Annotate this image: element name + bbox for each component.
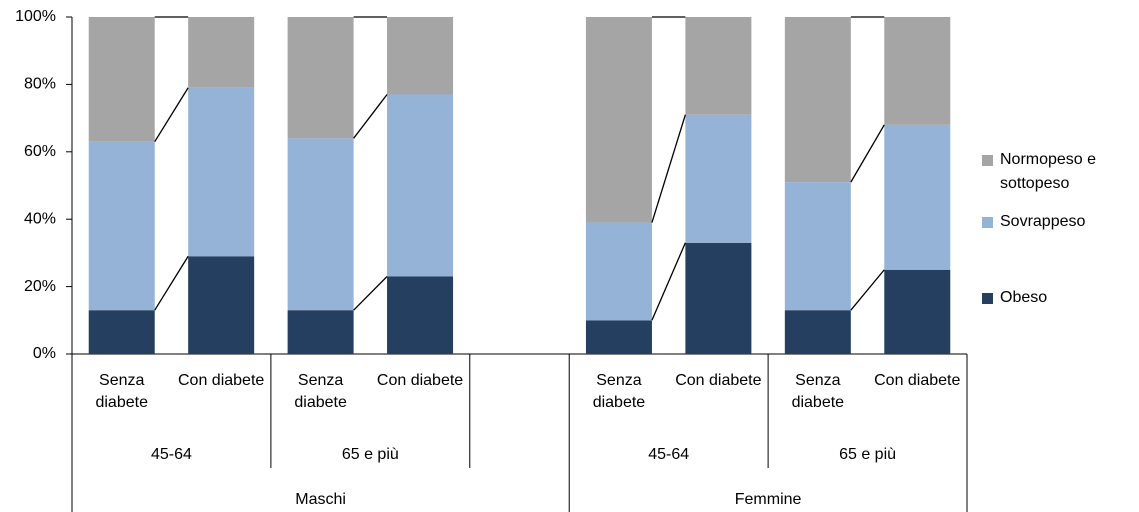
series-line — [353, 94, 388, 139]
bar-segment — [685, 17, 752, 115]
y-tick-label: 0% — [33, 345, 56, 362]
bar-segment — [387, 94, 454, 277]
y-tick-label: 80% — [24, 76, 56, 93]
legend-label: Normopeso e sottopeso — [1000, 151, 1097, 192]
legend-label: Obeso — [1000, 289, 1048, 306]
x-tick-label: Con diabete — [376, 372, 464, 389]
group-label: 45-64 — [648, 446, 690, 463]
bar-segment — [387, 276, 454, 354]
bar-segment — [685, 242, 752, 354]
bar-segment — [188, 87, 255, 257]
y-tick-label: 40% — [24, 210, 56, 227]
bar-segment — [287, 310, 354, 354]
bar-segment — [287, 17, 354, 139]
bar-segment — [884, 269, 951, 354]
group-label: 65 e più — [839, 446, 897, 463]
bar-segment — [585, 320, 652, 354]
x-tick-label: Con diabete — [675, 372, 762, 389]
x-tick-label: Con diabete — [874, 372, 961, 389]
group-label: Maschi — [295, 491, 346, 508]
series-line — [154, 87, 189, 143]
bar-segment — [784, 17, 851, 183]
y-tick-label: 60% — [24, 143, 56, 160]
bar-segment — [685, 114, 752, 243]
legend-swatch — [982, 293, 993, 304]
series-line — [353, 276, 388, 311]
bar-segment — [88, 310, 155, 354]
bar-segment — [287, 138, 354, 311]
x-tick-label: Con diabete — [178, 372, 265, 389]
series-line — [850, 269, 885, 311]
x-tick-label: Senza diabete — [791, 372, 845, 411]
series-line — [651, 242, 686, 321]
y-tick-label: 100% — [15, 8, 56, 25]
bar-segment — [884, 124, 951, 270]
legend-label: Sovrappeso — [1000, 213, 1086, 230]
bar-segment — [585, 17, 652, 223]
bar-segment — [585, 222, 652, 321]
group-label: Femmine — [734, 491, 802, 508]
bar-segment — [884, 17, 951, 125]
group-label: 65 e più — [341, 446, 399, 463]
bar-segment — [88, 17, 155, 142]
x-tick-label: Senza diabete — [294, 372, 347, 411]
series-line — [154, 255, 189, 311]
bar-segment — [88, 141, 155, 311]
bar-segment — [188, 256, 255, 354]
y-tick-label: 20% — [24, 278, 56, 295]
bar-segment — [784, 310, 851, 354]
legend-swatch — [982, 217, 993, 228]
legend-swatch — [982, 155, 993, 166]
series-line — [850, 124, 885, 183]
bar-segment — [784, 182, 851, 311]
bar-segment — [188, 17, 255, 88]
x-tick-label: Senza diabete — [95, 372, 148, 411]
series-line — [651, 114, 687, 223]
bar-segment — [387, 17, 454, 95]
group-label: 45-64 — [150, 446, 192, 463]
x-tick-label: Senza diabete — [592, 372, 646, 411]
